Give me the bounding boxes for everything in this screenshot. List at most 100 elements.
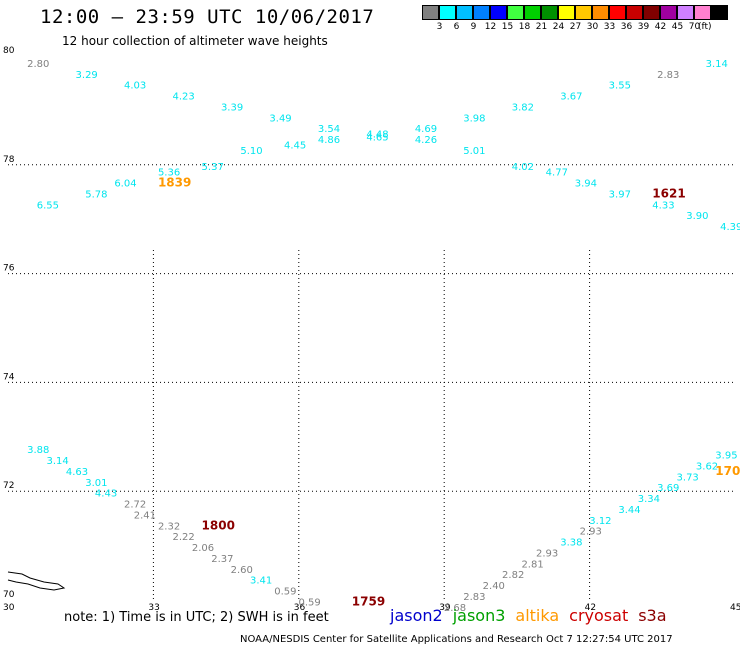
legend-unit: (ft) — [698, 22, 712, 32]
wave-height-value: 4.43 — [95, 489, 117, 500]
legend-swatch — [711, 5, 728, 20]
wave-observations: 2.80 3.29 4.03 4.23 3.39 3.49 3.54 4.484.65 4.69… — [27, 59, 740, 614]
wave-height-value: 2.40 — [483, 581, 505, 592]
legend-label: 21 — [535, 22, 548, 32]
lon-label: 30 — [3, 603, 15, 613]
satellite-legend: jason2 jason3 altika cryosat s3a — [390, 606, 677, 625]
lat-label: 76 — [3, 264, 15, 274]
wave-height-value: 3.73 — [677, 472, 699, 483]
wave-height-value: 3.82 — [512, 102, 534, 113]
lat-label: 74 — [3, 372, 15, 382]
lon-label: 39 — [439, 603, 451, 613]
coastline — [7, 571, 66, 591]
lon-label: 33 — [148, 603, 159, 613]
wave-height-value: 0.59 — [274, 587, 296, 598]
wave-height-value: 3.38 — [560, 538, 582, 549]
wave-height-value: 2.37 — [211, 554, 233, 565]
legend-swatch — [643, 5, 660, 20]
legend-swatch — [456, 5, 473, 20]
wave-height-value: 4.77 — [546, 168, 568, 179]
legend-label: 12 — [484, 22, 497, 32]
wave-height-value: 3.95 — [715, 451, 737, 462]
pass-time-label: 1759 — [352, 594, 385, 608]
legend-label: 45 — [671, 22, 684, 32]
legend-swatch — [592, 5, 609, 20]
legend-label: 36 — [620, 22, 633, 32]
satellite-label-cryosat: cryosat — [569, 606, 629, 625]
legend-label: 18 — [518, 22, 531, 32]
wave-height-value: 3.54 — [318, 124, 340, 135]
map-title: 12:00 – 23:59 UTC 10/06/2017 — [40, 6, 375, 28]
wave-height-value: 2.72 — [124, 500, 146, 511]
legend-label: 9 — [470, 22, 477, 32]
coastline-path — [7, 571, 66, 591]
wave-height-value: 4.45 — [284, 140, 306, 151]
pass-time-label: 1839 — [158, 176, 191, 190]
wave-height-value: 4.02 — [512, 162, 534, 173]
wave-height-value: 4.86 — [318, 135, 340, 146]
legend-swatch — [541, 5, 558, 20]
wave-height-value: 3.62 — [696, 461, 718, 472]
wave-height-value: 2.83 — [463, 592, 485, 603]
axis-labels: 80 78 76 74 72 70 30 33 36 39 42 45 — [3, 46, 740, 613]
legend-label: 6 — [453, 22, 460, 32]
lat-label: 80 — [3, 46, 15, 56]
pass-time-label: 1800 — [202, 518, 235, 532]
wave-height-value: 3.98 — [463, 113, 485, 124]
wave-height-value: 3.29 — [76, 70, 98, 81]
legend-label: 27 — [569, 22, 582, 32]
wave-height-value: 6.55 — [37, 200, 59, 211]
legend-swatch — [507, 5, 524, 20]
wave-height-value: 3.90 — [686, 211, 708, 222]
wave-height-value: 4.69 — [415, 124, 437, 135]
legend-label: 24 — [552, 22, 565, 32]
legend-swatch — [422, 5, 439, 20]
legend-swatch — [660, 5, 677, 20]
lat-label: 72 — [3, 481, 14, 491]
wave-height-value: 2.06 — [192, 543, 214, 554]
satellite-label-jason3: jason3 — [452, 606, 506, 625]
wave-height-value: 3.44 — [618, 505, 640, 516]
wave-height-value: 2.81 — [521, 559, 543, 570]
legend-label: 33 — [603, 22, 616, 32]
wave-height-value: 4.23 — [172, 92, 194, 103]
wave-height-value: 3.41 — [250, 576, 272, 587]
wave-height-value: 2.41 — [134, 510, 156, 521]
legend-label: 3 — [436, 22, 443, 32]
legend-swatch — [694, 5, 711, 20]
wave-height-value: 2.22 — [172, 532, 194, 543]
legend-swatch — [677, 5, 694, 20]
legend-swatch — [609, 5, 626, 20]
wave-height-value: 2.68 — [444, 603, 466, 614]
units-note: note: 1) Time is in UTC; 2) SWH is in fe… — [64, 610, 329, 625]
legend-label: 15 — [501, 22, 514, 32]
lat-label: 70 — [3, 590, 15, 600]
wave-height-value: 3.34 — [638, 494, 660, 505]
legend-swatch — [575, 5, 592, 20]
legend-label: 70 — [688, 22, 701, 32]
wave-height-value: 2.83 — [657, 70, 679, 81]
wave-height-value: 4.63 — [66, 467, 88, 478]
wave-height-value: 5.10 — [240, 146, 262, 157]
pass-time-label: 1700 — [715, 464, 740, 478]
wave-height-value: 2.60 — [231, 565, 253, 576]
wave-height-value: 4.26 — [415, 135, 437, 146]
wave-height-value: 3.39 — [221, 102, 243, 113]
wave-height-value: 3.67 — [560, 92, 582, 103]
wave-height-value: 3.55 — [609, 81, 631, 92]
wave-height-value: 6.04 — [114, 179, 136, 190]
lat-label: 78 — [3, 155, 15, 165]
wave-height-value: 4.65 — [366, 132, 388, 143]
wave-height-value: 2.93 — [580, 527, 602, 538]
wave-height-value: 2.82 — [502, 570, 524, 581]
lon-label: 36 — [294, 603, 306, 613]
legend-swatch — [558, 5, 575, 20]
map-subtitle: 12 hour collection of altimeter wave hei… — [62, 34, 328, 48]
wave-height-value: 2.93 — [536, 548, 558, 559]
wave-height-value: 3.97 — [609, 189, 631, 200]
legend-swatch — [439, 5, 456, 20]
wave-height-value: 3.01 — [85, 478, 107, 489]
lat-lon-grid — [8, 164, 735, 600]
wave-height-value: 3.88 — [27, 445, 49, 456]
wave-height-value: 0.59 — [298, 597, 320, 608]
